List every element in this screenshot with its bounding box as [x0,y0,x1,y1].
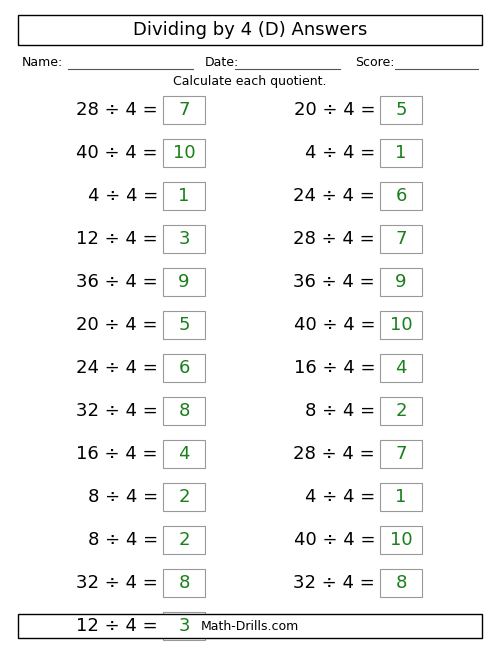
Text: Score:: Score: [355,56,395,69]
FancyBboxPatch shape [163,96,205,124]
Text: Dividing by 4 (D) Answers: Dividing by 4 (D) Answers [133,21,367,39]
Text: 10: 10 [390,531,412,549]
Text: 9: 9 [395,273,407,291]
FancyBboxPatch shape [380,569,422,597]
Text: 32 ÷ 4 =: 32 ÷ 4 = [293,574,375,592]
FancyBboxPatch shape [163,139,205,167]
Text: 12 ÷ 4 =: 12 ÷ 4 = [76,230,158,248]
Text: 32 ÷ 4 =: 32 ÷ 4 = [76,574,158,592]
Text: 20 ÷ 4 =: 20 ÷ 4 = [294,101,375,119]
Text: 8: 8 [396,574,406,592]
Text: 1: 1 [396,144,406,162]
Text: 36 ÷ 4 =: 36 ÷ 4 = [294,273,375,291]
Text: 10: 10 [390,316,412,334]
FancyBboxPatch shape [163,440,205,468]
Text: 4 ÷ 4 =: 4 ÷ 4 = [88,187,158,205]
Text: 6: 6 [396,187,406,205]
Text: 24 ÷ 4 =: 24 ÷ 4 = [76,359,158,377]
Text: Math-Drills.com: Math-Drills.com [201,619,299,633]
Text: 40 ÷ 4 =: 40 ÷ 4 = [76,144,158,162]
FancyBboxPatch shape [18,614,482,638]
Text: 3: 3 [178,617,190,635]
Text: 4: 4 [178,445,190,463]
Text: 16 ÷ 4 =: 16 ÷ 4 = [76,445,158,463]
Text: 8 ÷ 4 =: 8 ÷ 4 = [88,531,158,549]
FancyBboxPatch shape [380,182,422,210]
FancyBboxPatch shape [380,311,422,339]
Text: 2: 2 [178,531,190,549]
Text: 1: 1 [396,488,406,506]
Text: 1: 1 [178,187,190,205]
Text: 8 ÷ 4 =: 8 ÷ 4 = [305,402,375,420]
Text: Date:: Date: [205,56,240,69]
Text: 40 ÷ 4 =: 40 ÷ 4 = [294,531,375,549]
Text: 2: 2 [395,402,407,420]
FancyBboxPatch shape [380,225,422,253]
Text: 4 ÷ 4 =: 4 ÷ 4 = [305,144,375,162]
Text: 10: 10 [172,144,196,162]
Text: 7: 7 [395,445,407,463]
FancyBboxPatch shape [380,354,422,382]
Text: 3: 3 [178,230,190,248]
FancyBboxPatch shape [380,139,422,167]
FancyBboxPatch shape [163,311,205,339]
Text: 4: 4 [395,359,407,377]
Text: 7: 7 [395,230,407,248]
Text: 28 ÷ 4 =: 28 ÷ 4 = [294,445,375,463]
Text: 32 ÷ 4 =: 32 ÷ 4 = [76,402,158,420]
Text: 5: 5 [395,101,407,119]
Text: 5: 5 [178,316,190,334]
FancyBboxPatch shape [163,354,205,382]
Text: 28 ÷ 4 =: 28 ÷ 4 = [294,230,375,248]
FancyBboxPatch shape [380,526,422,554]
FancyBboxPatch shape [163,569,205,597]
Text: 7: 7 [178,101,190,119]
Text: 20 ÷ 4 =: 20 ÷ 4 = [76,316,158,334]
FancyBboxPatch shape [380,96,422,124]
Text: 16 ÷ 4 =: 16 ÷ 4 = [294,359,375,377]
Text: 2: 2 [178,488,190,506]
FancyBboxPatch shape [163,612,205,640]
Text: Name:: Name: [22,56,63,69]
Text: 8 ÷ 4 =: 8 ÷ 4 = [88,488,158,506]
FancyBboxPatch shape [380,483,422,511]
Text: 12 ÷ 4 =: 12 ÷ 4 = [76,617,158,635]
FancyBboxPatch shape [163,225,205,253]
Text: 9: 9 [178,273,190,291]
Text: 28 ÷ 4 =: 28 ÷ 4 = [76,101,158,119]
Text: 40 ÷ 4 =: 40 ÷ 4 = [294,316,375,334]
FancyBboxPatch shape [380,440,422,468]
FancyBboxPatch shape [163,483,205,511]
Text: 4 ÷ 4 =: 4 ÷ 4 = [305,488,375,506]
Text: 8: 8 [178,574,190,592]
FancyBboxPatch shape [380,397,422,425]
FancyBboxPatch shape [163,182,205,210]
Text: 24 ÷ 4 =: 24 ÷ 4 = [293,187,375,205]
Text: Calculate each quotient.: Calculate each quotient. [174,76,327,89]
FancyBboxPatch shape [163,268,205,296]
Text: 36 ÷ 4 =: 36 ÷ 4 = [76,273,158,291]
FancyBboxPatch shape [163,526,205,554]
Text: 6: 6 [178,359,190,377]
Text: 8: 8 [178,402,190,420]
FancyBboxPatch shape [380,268,422,296]
FancyBboxPatch shape [163,397,205,425]
FancyBboxPatch shape [18,15,482,45]
